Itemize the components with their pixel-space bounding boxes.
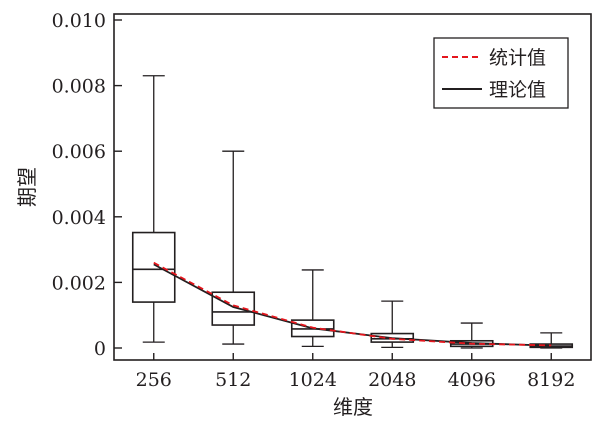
y-tick-label: 0.006 xyxy=(52,141,106,163)
x-tick-label: 256 xyxy=(136,369,172,391)
box-iqr xyxy=(131,231,176,303)
box-512 xyxy=(211,150,256,345)
legend-box xyxy=(433,37,569,109)
plot-frame xyxy=(113,13,592,361)
box-2048 xyxy=(370,300,415,348)
box-1024 xyxy=(290,269,335,348)
legend-label-stat: 统计值 xyxy=(489,47,546,69)
y-tick-label: 0.004 xyxy=(52,207,106,229)
box-iqr xyxy=(211,291,256,326)
y-axis: 0 0.002 0.004 0.006 0.008 0.010 xyxy=(52,10,122,360)
legend: 统计值 理论值 xyxy=(433,37,569,109)
x-tick-label: 2048 xyxy=(368,369,416,391)
y-tick-label: 0.002 xyxy=(52,272,106,294)
x-axis-label: 维度 xyxy=(333,395,373,419)
y-tick-label: 0.008 xyxy=(52,76,106,98)
y-axis-label: 期望 xyxy=(15,167,39,207)
x-axis: 256 512 1024 2048 4096 8192 xyxy=(136,353,575,391)
legend-label-theory: 理论值 xyxy=(489,79,546,101)
plot-marks xyxy=(131,75,574,349)
series-line-stat xyxy=(153,261,552,347)
y-tick-label: 0.010 xyxy=(52,10,106,32)
x-tick-label: 8192 xyxy=(527,369,575,391)
x-tick-label: 512 xyxy=(215,369,251,391)
box-iqr xyxy=(370,332,415,343)
x-tick-label: 1024 xyxy=(289,369,337,391)
box-256 xyxy=(131,75,176,343)
x-tick-label: 4096 xyxy=(448,369,496,391)
y-tick-label: 0 xyxy=(94,338,106,360)
